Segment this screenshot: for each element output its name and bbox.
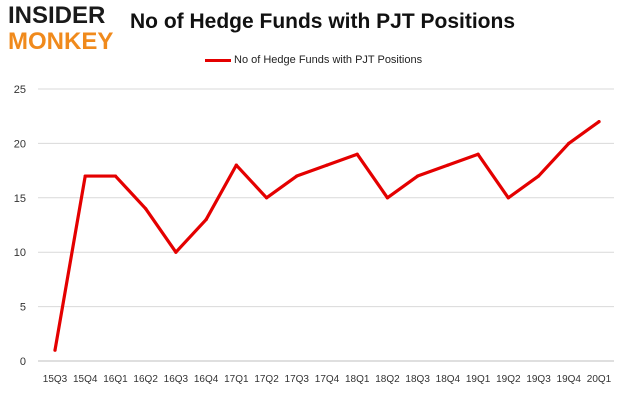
x-tick-label: 18Q4	[436, 374, 461, 385]
x-tick-label: 19Q2	[496, 374, 521, 385]
series-layer	[53, 120, 601, 352]
y-tick-label: 0	[20, 356, 26, 368]
chart-title: No of Hedge Funds with PJT Positions	[130, 10, 516, 33]
x-tick-label: 16Q2	[133, 374, 158, 385]
y-axis: 0 5 10 15 20 25	[14, 84, 26, 368]
x-tick-label: 15Q4	[73, 374, 98, 385]
data-point	[416, 174, 420, 178]
logo-line-2: MONKEY	[8, 28, 114, 55]
data-point	[597, 120, 601, 124]
x-tick-label: 19Q3	[526, 374, 551, 385]
series-line	[53, 120, 601, 352]
data-point	[325, 163, 329, 167]
data-point	[446, 163, 450, 167]
x-tick-label: 19Q4	[557, 374, 582, 385]
y-tick-label: 15	[14, 193, 26, 205]
x-tick-label: 18Q3	[405, 374, 430, 385]
chart-legend: No of Hedge Funds with PJT Positions	[205, 54, 422, 66]
data-point	[385, 196, 390, 200]
data-point	[83, 174, 87, 178]
data-point	[476, 152, 480, 156]
data-point	[264, 196, 269, 200]
data-point	[536, 174, 541, 178]
x-tick-label: 18Q2	[375, 374, 400, 385]
data-point	[144, 207, 148, 211]
y-tick-label: 10	[14, 247, 26, 259]
data-point	[53, 348, 57, 352]
x-tick-label: 16Q1	[103, 374, 128, 385]
x-tick-label: 17Q4	[315, 374, 340, 385]
y-tick-label: 5	[20, 302, 26, 314]
y-tick-label: 25	[14, 84, 26, 96]
x-tick-label: 18Q1	[345, 374, 370, 385]
legend-swatch	[205, 58, 231, 62]
data-point	[295, 174, 299, 178]
insider-monkey-logo: INSIDER MONKEY	[8, 4, 118, 54]
x-tick-label: 20Q1	[587, 374, 612, 385]
x-tick-label: 17Q1	[224, 374, 249, 385]
x-tick-label: 16Q4	[194, 374, 219, 385]
data-point	[174, 250, 178, 254]
x-tick-label: 15Q3	[43, 374, 68, 385]
data-point	[234, 163, 238, 167]
x-axis: 15Q3 15Q4 16Q1 16Q2 16Q3 16Q4 17Q1 17Q2 17Q3 17Q4…	[43, 374, 612, 385]
data-point	[355, 152, 359, 156]
y-tick-label: 20	[14, 138, 26, 150]
logo-line-1: INSIDER	[8, 2, 106, 29]
x-tick-label: 19Q1	[466, 374, 491, 385]
grid-lines	[38, 88, 614, 362]
legend-label: No of Hedge Funds with PJT Positions	[234, 54, 423, 66]
x-tick-label: 16Q3	[164, 374, 189, 385]
data-point	[113, 174, 118, 178]
x-tick-label: 17Q3	[285, 374, 310, 385]
x-tick-label: 17Q2	[254, 374, 279, 385]
data-point	[567, 141, 571, 145]
data-point	[506, 196, 510, 200]
data-point	[204, 217, 208, 222]
